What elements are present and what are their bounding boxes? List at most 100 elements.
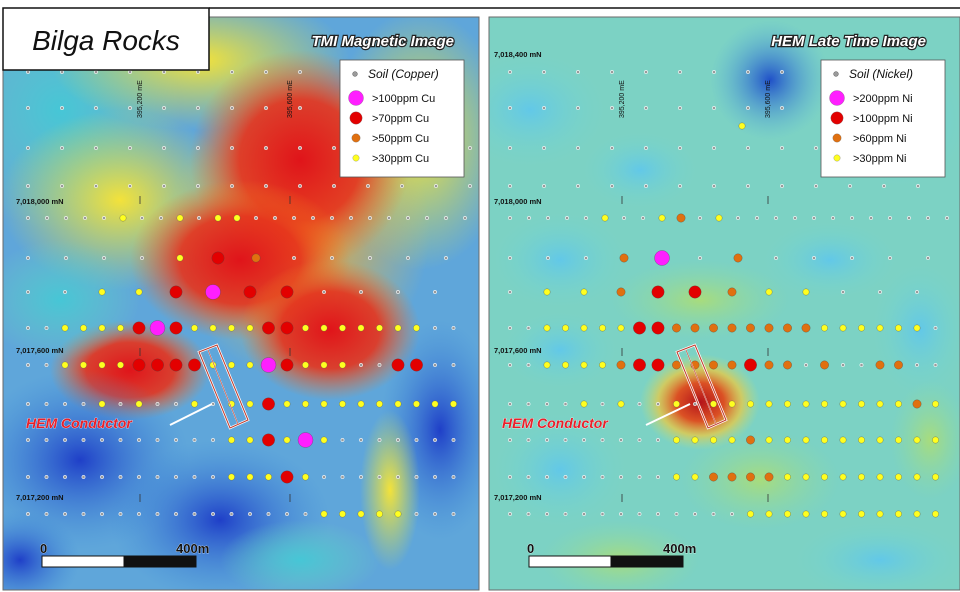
soil-sample	[128, 106, 132, 110]
soil-sample	[433, 363, 437, 367]
soil-sample	[332, 184, 336, 188]
soil-sample	[747, 510, 754, 518]
soil-sample	[915, 363, 919, 367]
soil-sample	[888, 256, 892, 260]
soil-sample	[339, 510, 346, 518]
soil-sample	[451, 475, 456, 479]
soil-sample	[280, 285, 294, 299]
soil-sample	[912, 399, 922, 409]
soil-sample	[298, 106, 302, 110]
soil-sample	[359, 438, 363, 442]
soil-sample	[839, 324, 847, 332]
soil-sample	[746, 435, 755, 445]
soil-sample	[413, 324, 420, 332]
soil-sample	[576, 106, 580, 110]
soil-sample	[888, 216, 892, 220]
soil-sample	[562, 361, 569, 369]
soil-sample	[784, 436, 791, 444]
soil-sample	[882, 184, 886, 188]
soil-sample	[712, 106, 716, 110]
soil-sample	[765, 400, 773, 408]
soil-sample	[135, 400, 143, 408]
soil-sample	[542, 106, 546, 110]
soil-sample	[64, 216, 68, 220]
soil-sample	[841, 363, 845, 367]
soil-sample	[562, 324, 569, 332]
soil-sample	[784, 473, 791, 481]
soil-sample	[302, 473, 309, 481]
soil-sample	[248, 512, 252, 516]
soil-sample	[691, 436, 699, 444]
soil-sample	[303, 512, 308, 516]
soil-sample	[44, 326, 49, 330]
soil-sample	[228, 473, 235, 481]
soil-sample	[94, 146, 98, 150]
soil-sample	[580, 400, 588, 408]
soil-sample	[339, 324, 346, 332]
legend-label: >70ppm Cu	[372, 113, 429, 125]
soil-sample	[945, 216, 949, 220]
soil-sample	[601, 214, 609, 222]
soil-sample	[196, 106, 200, 110]
soil-sample	[876, 510, 884, 518]
soil-sample	[81, 512, 86, 516]
soil-sample	[451, 512, 456, 516]
soil-sample	[254, 216, 258, 220]
soil-sample	[340, 438, 345, 442]
soil-sample	[932, 510, 939, 518]
soil-sample	[26, 184, 30, 188]
soil-sample	[508, 363, 512, 367]
soil-sample	[262, 397, 275, 411]
soil-sample	[433, 290, 437, 294]
soil-sample	[118, 475, 123, 479]
soil-sample	[812, 216, 816, 220]
soil-sample	[283, 436, 291, 444]
soil-sample	[320, 400, 328, 408]
soil-sample	[128, 70, 132, 74]
soil-sample	[228, 361, 235, 369]
soil-sample	[128, 146, 132, 150]
soil-sample	[63, 402, 67, 406]
soil-sample	[102, 216, 106, 220]
soil-sample	[285, 512, 289, 516]
soil-sample	[117, 361, 124, 369]
tmi-scale-bar: 0 400m	[40, 541, 210, 568]
soil-sample	[262, 321, 275, 335]
soil-sample	[765, 510, 773, 518]
hem-scale-end: 400m	[663, 541, 696, 556]
soil-sample	[727, 472, 737, 482]
soil-sample	[191, 400, 198, 408]
soil-sample	[394, 324, 402, 332]
soil-sample	[400, 184, 404, 188]
soil-sample	[98, 361, 106, 369]
soil-sample	[563, 512, 568, 516]
soil-sample	[155, 512, 160, 516]
hem-grid-ticks	[621, 196, 769, 502]
soil-sample	[710, 400, 717, 408]
soil-sample	[246, 324, 254, 332]
soil-sample	[584, 216, 588, 220]
soil-sample	[118, 512, 123, 516]
soil-sample	[162, 184, 166, 188]
soil-sample	[137, 512, 141, 516]
soil-sample	[320, 510, 328, 518]
soil-sample	[320, 324, 328, 332]
soil-sample	[651, 321, 665, 335]
tmi-conductor-label: HEM Conductor	[26, 415, 133, 431]
soil-sample	[673, 473, 680, 481]
soil-sample	[563, 438, 568, 442]
soil-sample	[197, 216, 201, 220]
soil-sample	[302, 361, 309, 369]
hem-conductor-label: HEM Conductor	[502, 415, 609, 431]
legend-label: >100ppm Ni	[853, 113, 913, 125]
soil-sample	[359, 363, 363, 367]
soil-sample	[733, 253, 743, 263]
soil-sample	[582, 438, 586, 442]
soil-sample	[582, 475, 586, 479]
soil-sample	[508, 512, 512, 516]
soil-sample	[619, 253, 629, 263]
soil-sample	[895, 400, 902, 408]
soil-sample	[83, 216, 87, 220]
soil-sample	[783, 360, 792, 370]
figure-title-box: Bilga Rocks	[2, 7, 210, 71]
